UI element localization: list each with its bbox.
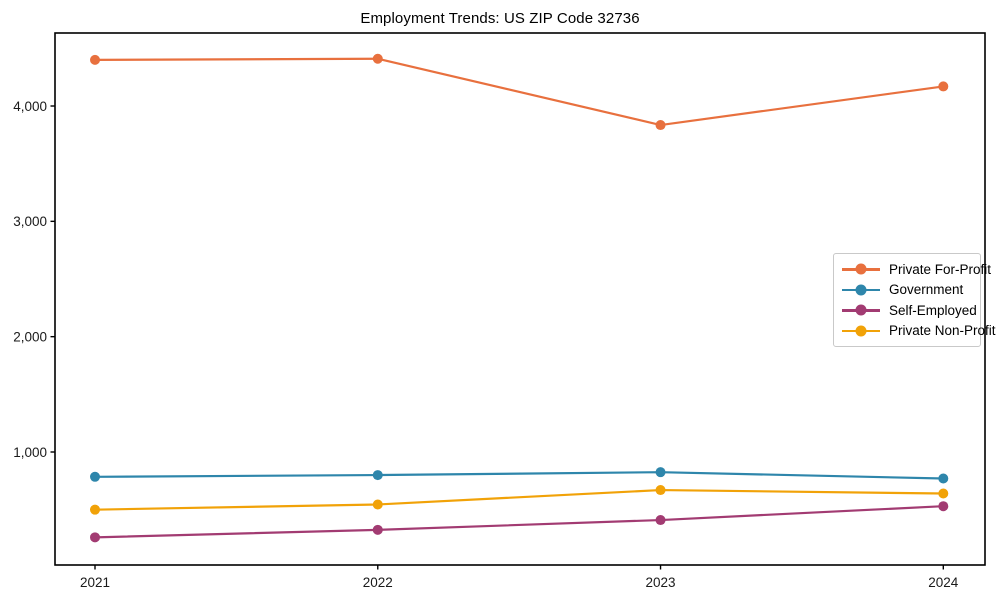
- x-tick-label: 2023: [646, 575, 676, 590]
- x-tick-label: 2022: [363, 575, 393, 590]
- data-point-private-for-profit-2022: [372, 53, 383, 64]
- data-point-government-2021: [90, 471, 100, 482]
- data-point-government-2022: [372, 470, 383, 481]
- legend-item-private-non-profit: Private Non-Profit: [842, 321, 996, 340]
- legend: Private For-Profit Government Self-Emplo…: [833, 253, 996, 347]
- data-point-self-employed-2022: [372, 524, 383, 535]
- legend-label-government: Government: [889, 282, 964, 298]
- plot-frame: [54, 32, 986, 566]
- x-tick-label: 2024: [928, 575, 959, 590]
- legend-item-self-employed: Self-Employed: [842, 301, 977, 320]
- legend-item-government: Government: [842, 280, 972, 299]
- data-point-private-for-profit-2021: [90, 54, 100, 65]
- data-point-private-non-profit-2023: [655, 485, 666, 496]
- legend-item-private-for-profit: Private For-Profit: [842, 260, 991, 279]
- data-point-government-2024: [938, 473, 949, 484]
- series-line-self-employed: [93, 505, 945, 539]
- legend-marker-icon: [842, 283, 880, 296]
- chart-title: Employment Trends: US ZIP Code 32736: [360, 10, 640, 27]
- y-tick-label: 3,000: [13, 214, 47, 229]
- data-point-private-non-profit-2022: [372, 499, 383, 510]
- legend-label-self-employed: Self-Employed: [889, 302, 977, 318]
- series-line-government: [93, 471, 945, 480]
- legend-label-private-for-profit: Private For-Profit: [889, 261, 992, 277]
- series-line-private-for-profit: [93, 57, 945, 127]
- data-point-private-non-profit-2024: [938, 488, 949, 499]
- data-point-self-employed-2023: [655, 515, 666, 526]
- legend-marker-icon: [842, 324, 880, 337]
- data-point-private-for-profit-2024: [938, 81, 949, 92]
- y-tick-label: 4,000: [13, 99, 47, 114]
- legend-label-private-non-profit: Private Non-Profit: [889, 323, 996, 339]
- data-point-private-for-profit-2023: [655, 120, 666, 131]
- data-point-private-non-profit-2021: [90, 504, 100, 515]
- data-point-government-2023: [655, 467, 666, 478]
- series-line-private-non-profit: [93, 488, 945, 511]
- y-tick-label: 1,000: [13, 445, 47, 460]
- data-point-self-employed-2024: [938, 501, 949, 512]
- legend-marker-icon: [842, 263, 880, 276]
- legend-marker-icon: [842, 304, 880, 317]
- y-tick-label: 2,000: [13, 329, 47, 344]
- data-point-self-employed-2021: [90, 532, 100, 543]
- x-tick-label: 2021: [80, 575, 110, 590]
